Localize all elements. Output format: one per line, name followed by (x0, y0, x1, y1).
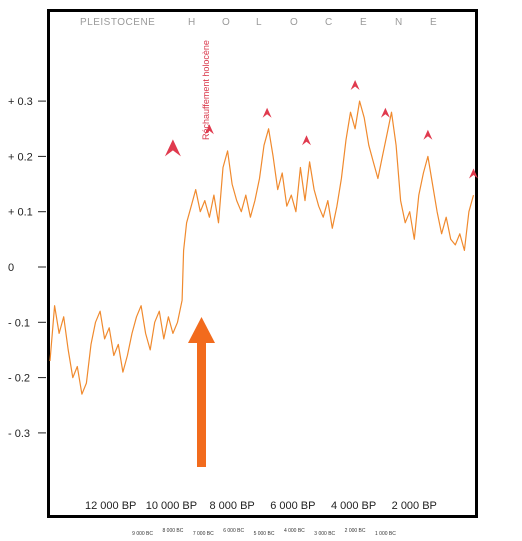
era-label-pleistocene: PLEISTOCENE (80, 17, 155, 28)
peak-marker-icon (204, 124, 214, 135)
x-tick-label: 4 000 BP (331, 500, 376, 512)
bc-tick-label: 2 000 BC (345, 528, 366, 534)
era-letter: C (325, 17, 333, 28)
peak-marker-icon (350, 80, 360, 90)
peak-markers (164, 80, 478, 179)
x-tick-label: 2 000 BP (392, 500, 437, 512)
x-tick-label: 6 000 BP (270, 500, 315, 512)
era-letter: O (222, 17, 230, 28)
y-axis: + 0.3 + 0.2 + 0.1 0 - 0.1 - 0.2 - 0.3 (8, 96, 46, 440)
holocene-warming-annotation: Réchauffement holocène (201, 40, 211, 140)
y-tick-label: 0 (8, 262, 14, 274)
y-tick-label: - 0.2 (8, 373, 30, 385)
era-letter: H (188, 17, 196, 28)
x-tick-label: 12 000 BP (85, 500, 136, 512)
arrow-shaft (197, 342, 206, 467)
bc-tick-label: 6 000 BC (223, 528, 244, 534)
era-letter: E (430, 17, 437, 28)
peak-marker-icon (302, 135, 311, 146)
peak-marker-icon (469, 168, 478, 179)
bc-axis: 9 000 BC 8 000 BC 7 000 BC 6 000 BC 5 000 BC… (132, 528, 396, 537)
y-tick-label: + 0.3 (8, 96, 33, 108)
bc-tick-label: 9 000 BC (132, 531, 153, 537)
peak-marker-icon (164, 139, 181, 157)
x-axis: 12 000 BP 10 000 BP 8 000 BP 6 000 BP 4 000 … (85, 500, 437, 512)
y-tick-label: + 0.1 (8, 207, 33, 219)
plot-frame (47, 9, 478, 518)
y-tick-label: + 0.2 (8, 151, 33, 163)
peak-marker-icon (262, 107, 272, 118)
bc-tick-label: 3 000 BC (314, 531, 335, 537)
bc-tick-label: 7 000 BC (193, 531, 214, 537)
era-letter: O (290, 17, 298, 28)
era-letter: E (360, 17, 367, 28)
era-letter: L (256, 17, 262, 28)
arrow-head (188, 317, 215, 343)
y-tick-label: - 0.1 (8, 317, 30, 329)
bc-tick-label: 4 000 BC (284, 528, 305, 534)
warming-arrow (188, 317, 215, 467)
era-letter: N (395, 17, 403, 28)
peak-marker-icon (423, 129, 433, 140)
y-tick-label: - 0.3 (8, 428, 30, 440)
bc-tick-label: 8 000 BC (163, 528, 184, 534)
peak-marker-icon (380, 107, 390, 118)
bc-tick-label: 5 000 BC (254, 531, 275, 537)
x-tick-label: 10 000 BP (146, 500, 197, 512)
x-tick-label: 8 000 BP (210, 500, 255, 512)
temperature-series-line (49, 100, 475, 395)
bc-tick-label: 1 000 BC (375, 531, 396, 537)
